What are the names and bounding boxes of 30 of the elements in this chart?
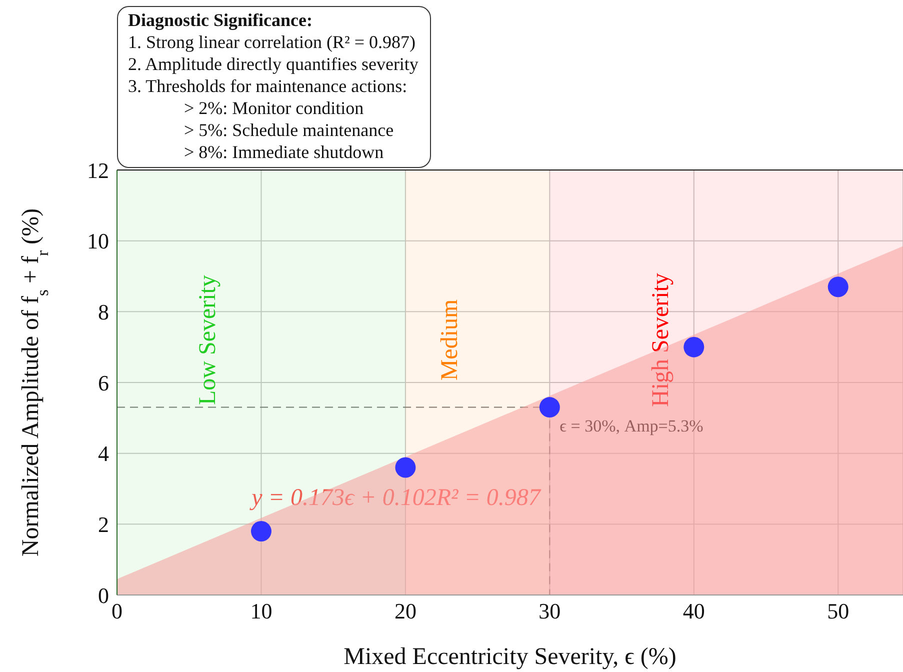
point [684, 336, 704, 358]
x-tick-label: 40 [682, 598, 705, 624]
text: > 8%: Immediate shutdown [183, 141, 385, 163]
y-tick-label: 2 [98, 512, 109, 537]
x-tick-label: 50 [827, 598, 850, 624]
annotation: y = 0.173ϵ + 0.102R² = 0.987 [250, 484, 542, 511]
band-label: Low Severity [194, 275, 221, 405]
x-tick-label: 30 [538, 598, 561, 624]
point [828, 276, 848, 298]
y-tick-label: 6 [98, 370, 109, 396]
y-tick-label: 8 [98, 299, 109, 324]
y-tick-label: 10 [87, 228, 109, 254]
x-tick-label: 10 [250, 598, 272, 624]
annotation: ϵ = 30%, Amp=5.3% [560, 416, 704, 436]
point [539, 397, 560, 418]
point [395, 457, 416, 478]
text: Diagnostic Significance: [128, 9, 314, 31]
band-label: Medium [437, 299, 464, 381]
y-tick-label: 4 [98, 441, 109, 466]
text: 3. Thresholds for maintenance actions: [128, 75, 408, 97]
y-tick-label: 12 [87, 158, 109, 183]
x-tick-label: 20 [394, 598, 416, 624]
y-tick-label: 0 [98, 582, 109, 608]
point [250, 521, 272, 542]
text: > 5%: Schedule maintenance [183, 119, 395, 141]
band-label: High Severity [648, 273, 674, 407]
text: 1. Strong linear correlation (R² = 0.987) [128, 31, 416, 53]
text: > 2%: Monitor condition [183, 97, 365, 119]
text: 2. Amplitude directly quantifies severity [128, 53, 418, 75]
x-axis-title: Mixed Eccentricity Severity, ϵ (%) [344, 644, 676, 670]
